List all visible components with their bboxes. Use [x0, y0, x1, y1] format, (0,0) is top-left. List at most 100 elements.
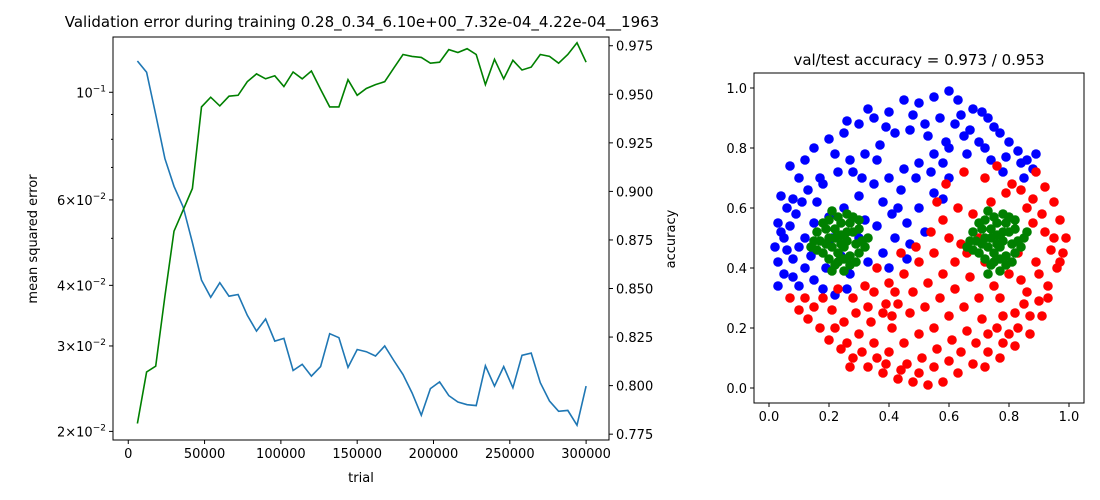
red-point [914, 329, 924, 339]
blue-point [995, 128, 1005, 138]
blue-point [1019, 173, 1029, 183]
green-point [836, 218, 846, 228]
blue-point [1016, 158, 1026, 168]
green-point [992, 218, 1002, 228]
red-point [929, 362, 939, 372]
green-point [833, 257, 843, 267]
red-point [1037, 311, 1047, 321]
blue-point [854, 191, 864, 201]
green-point [827, 206, 837, 216]
y-tick-label: 6×10−2 [57, 192, 106, 209]
blue-point [860, 149, 870, 159]
red-point [908, 377, 918, 387]
x-tick-label: 50000 [184, 447, 225, 462]
red-point [995, 293, 1005, 303]
red-point [1058, 248, 1068, 258]
red-point [794, 305, 804, 315]
red-point [998, 338, 1008, 348]
x-tick-label: 0.6 [939, 410, 960, 425]
mse-line [136, 60, 587, 428]
y2-tick-label: 0.950 [616, 88, 653, 103]
green-point [989, 248, 999, 258]
red-point [992, 161, 1002, 171]
accuracy-scatter: val/test accuracy = 0.973 / 0.953 0.0 0.2… [726, 51, 1085, 425]
blue-point [920, 119, 930, 129]
green-point [986, 224, 996, 234]
green-point [821, 239, 831, 249]
red-point [1007, 179, 1017, 189]
blue-point [872, 221, 882, 231]
green-point [983, 269, 993, 279]
blue-point [989, 122, 999, 132]
y2-tick-label: 0.975 [616, 40, 653, 55]
training-chart: Validation error during training 0.28_0.… [26, 13, 679, 486]
blue-point [929, 188, 939, 198]
red-point [869, 287, 879, 297]
red-point [977, 314, 987, 324]
red-point [962, 326, 972, 336]
blue-point [896, 185, 906, 195]
red-point [890, 287, 900, 297]
green-point [854, 248, 864, 258]
red-point [884, 347, 894, 357]
green-point [860, 242, 870, 252]
red-point [995, 353, 1005, 363]
red-point [1061, 233, 1071, 243]
green-point [839, 266, 849, 276]
green-point [824, 254, 834, 264]
blue-point [809, 275, 819, 285]
training-chart-title: Validation error during training 0.28_0.… [65, 13, 659, 32]
y-tick-label: 1.0 [726, 82, 747, 97]
red-point [1037, 209, 1047, 219]
green-point [1010, 215, 1020, 225]
blue-point [950, 119, 960, 129]
red-point [1031, 257, 1041, 267]
blue-point [797, 197, 807, 207]
red-point [878, 368, 888, 378]
blue-point [929, 149, 939, 159]
y-tick-label: 0.4 [726, 262, 747, 277]
red-point [863, 362, 873, 372]
green-point [842, 227, 852, 237]
x-tick-label: 0.4 [879, 410, 900, 425]
blue-point [830, 149, 840, 159]
blue-point [968, 104, 978, 114]
blue-point [818, 284, 828, 294]
blue-point [962, 149, 972, 159]
red-point [1025, 311, 1035, 321]
blue-point [773, 218, 783, 228]
blue-point [809, 143, 819, 153]
red-point [866, 317, 876, 327]
blue-point [923, 131, 933, 141]
y2-tick-label: 0.825 [616, 331, 653, 346]
blue-point [773, 281, 783, 291]
red-point [848, 353, 858, 363]
blue-point [884, 173, 894, 183]
red-point [1028, 218, 1038, 228]
x-tick-label: 250000 [485, 447, 535, 462]
blue-point [980, 143, 990, 153]
blue-point [842, 116, 852, 126]
green-point [806, 242, 816, 252]
green-point [830, 233, 840, 243]
blue-point [899, 95, 909, 105]
red-point [1028, 194, 1038, 204]
red-point [953, 203, 963, 213]
green-point [854, 224, 864, 234]
red-point [1010, 341, 1020, 351]
red-point [854, 329, 864, 339]
blue-point [788, 194, 798, 204]
blue-point [956, 110, 966, 120]
training-y-label: mean squared error [26, 174, 41, 304]
red-point [827, 305, 837, 315]
red-point [983, 347, 993, 357]
scatter-points [770, 86, 1071, 390]
red-point [863, 302, 873, 312]
blue-point [905, 125, 915, 135]
green-point [986, 233, 996, 243]
red-point [944, 233, 954, 243]
red-point [1004, 269, 1014, 279]
red-point [974, 293, 984, 303]
y2-tick-label: 0.925 [616, 137, 653, 152]
red-point [1022, 287, 1032, 297]
